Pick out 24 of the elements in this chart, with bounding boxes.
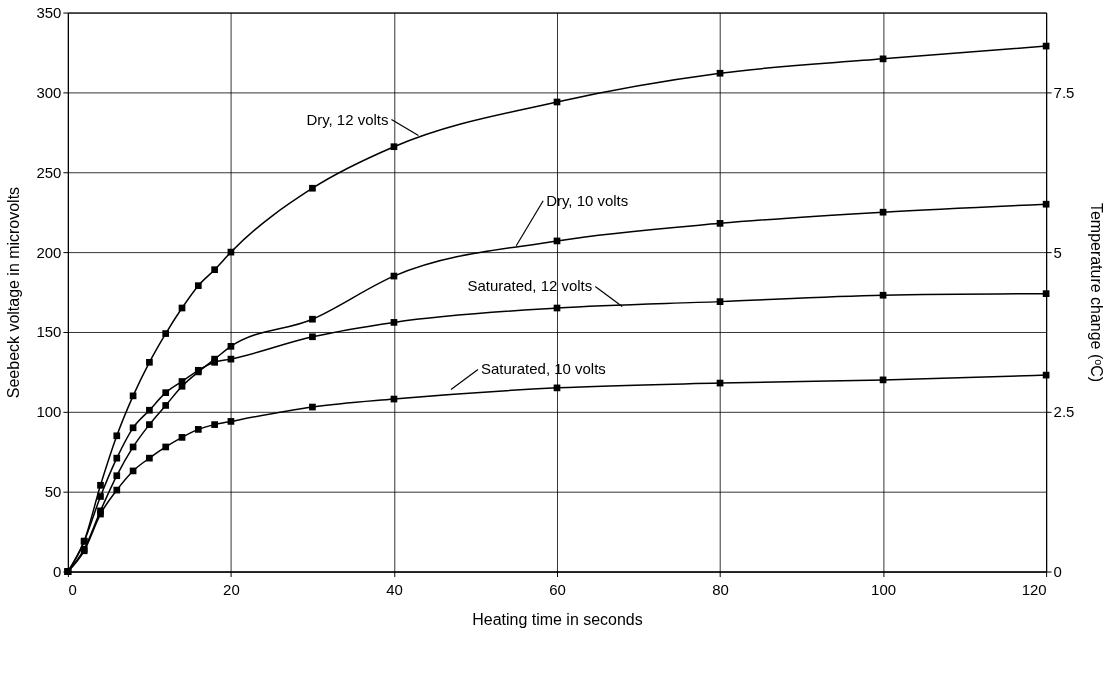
y-tick-label: 300 xyxy=(36,83,62,101)
x-tick-label: 100 xyxy=(871,581,897,598)
y-tick-label: 250 xyxy=(36,163,62,181)
y2-tick-label: 5 xyxy=(1053,243,1062,261)
y2-tick-label: 2.5 xyxy=(1053,403,1075,421)
x-tick-label: 20 xyxy=(223,581,240,598)
y2-axis-title: Temperature change (ᵒC) xyxy=(1088,202,1106,383)
y-tick-label: 350 xyxy=(36,4,62,22)
x-tick-label: 40 xyxy=(386,581,403,598)
y2-tick-label: 7.5 xyxy=(1053,83,1075,101)
x-tick-label: 60 xyxy=(549,581,566,598)
y-axis-title: Seebeck voltage in microvolts xyxy=(5,186,23,399)
x-tick-label: 0 xyxy=(68,581,77,598)
x-tick-label: 120 xyxy=(1021,581,1047,598)
x-axis-title: Heating time in seconds xyxy=(472,610,643,628)
annotation: Dry, 12 volts xyxy=(306,110,389,128)
annotation: Saturated, 12 volts xyxy=(467,277,593,295)
y-tick-label: 150 xyxy=(36,323,62,341)
x-tick-label: 80 xyxy=(712,581,729,598)
y2-tick-label: 0 xyxy=(1053,563,1062,581)
y-tick-label: 50 xyxy=(44,483,62,501)
y-tick-label: 200 xyxy=(36,243,62,261)
y-tick-label: 0 xyxy=(53,563,62,581)
y-tick-label: 100 xyxy=(36,403,62,421)
